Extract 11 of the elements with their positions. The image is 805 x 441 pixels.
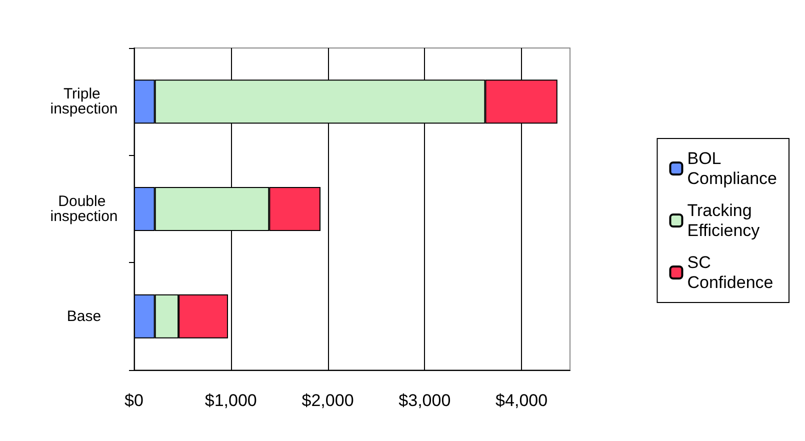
- y-tick-label: Double inspection: [50, 193, 118, 225]
- x-tick-label: $0: [124, 391, 144, 410]
- legend-label: SC Confidence: [687, 253, 774, 292]
- y-tick-label: Base: [66, 308, 102, 325]
- legend-label: Tracking Efficiency: [687, 201, 760, 240]
- x-tick-label: $4,000: [496, 391, 548, 410]
- x-tick-label: $3,000: [398, 391, 451, 410]
- x-tick-label: $2,000: [302, 391, 354, 410]
- legend-label: BOL Compliance: [687, 149, 777, 188]
- x-tick-label: $1,000: [204, 391, 257, 410]
- y-tick-label: Triple inspection: [50, 86, 118, 118]
